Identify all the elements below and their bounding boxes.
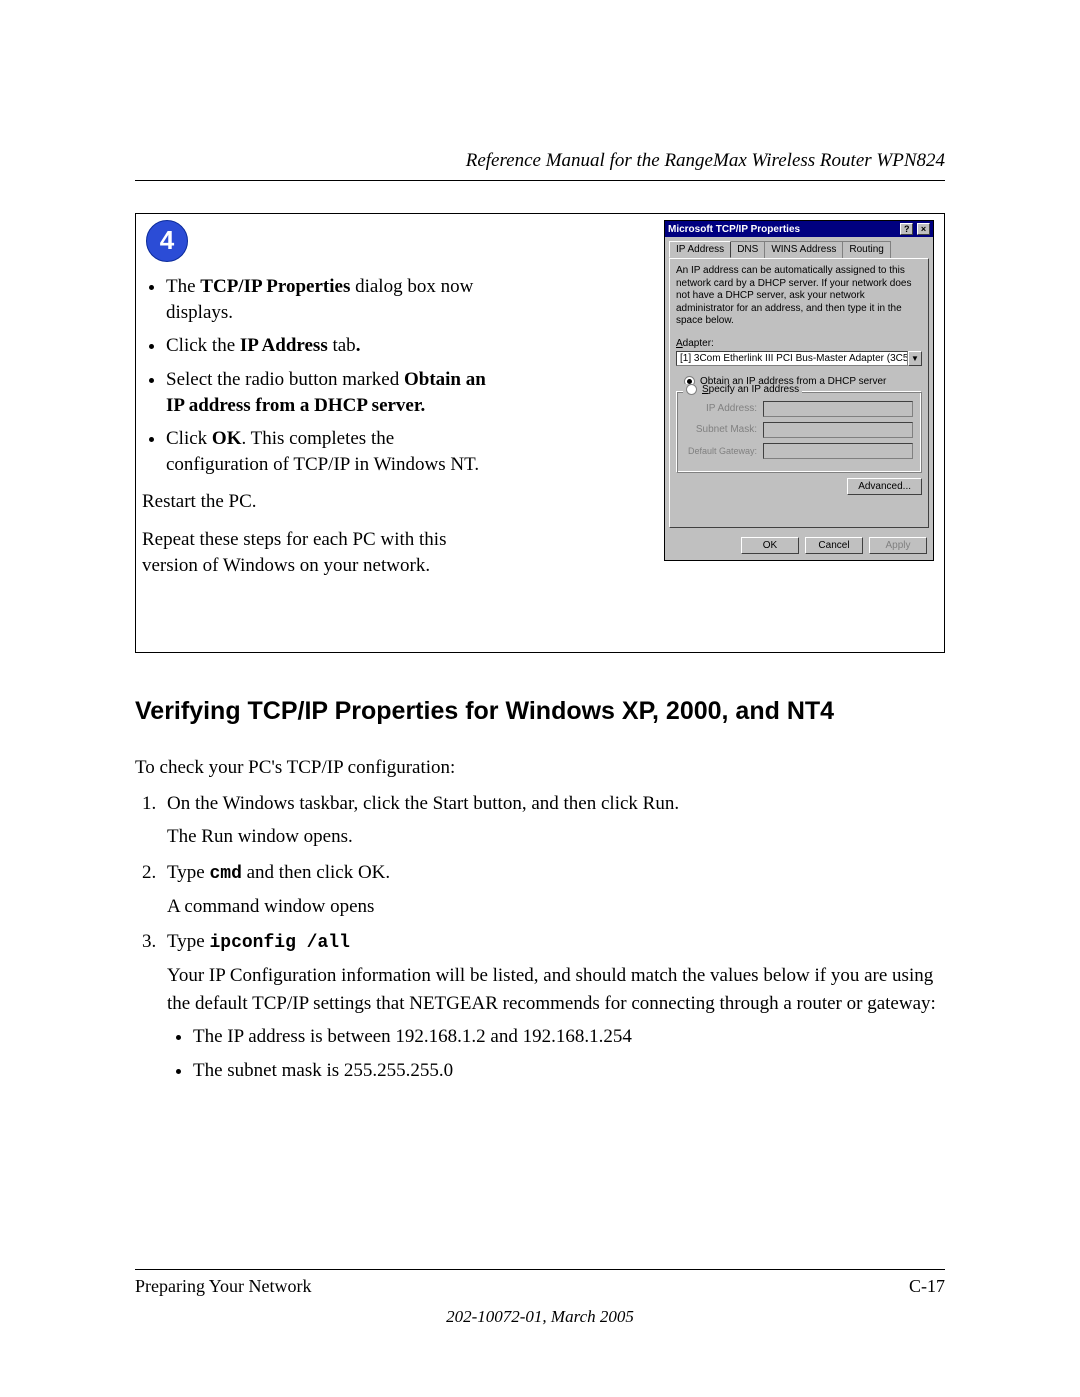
restart-text: Restart the PC. — [142, 489, 496, 515]
section-intro: To check your PC's TCP/IP configuration: — [135, 754, 945, 782]
step-3: Type ipconfig /all Your IP Configuration… — [161, 928, 945, 1084]
adapter-label: Adapter: — [676, 338, 922, 349]
step-number-badge: 4 — [146, 220, 188, 262]
step-2-sub: A command window opens — [167, 893, 945, 921]
subnet-field[interactable] — [763, 422, 913, 438]
help-icon[interactable]: ? — [900, 223, 913, 235]
step-4-box: 4 The TCP/IP Properties dialog box now d… — [135, 213, 945, 653]
ip-address-field[interactable] — [763, 401, 913, 417]
bullet-1: The TCP/IP Properties dialog box now dis… — [166, 274, 496, 325]
dialog-panel: An IP address can be automatically assig… — [669, 258, 929, 528]
dialog-tabs: IP Address DNS WINS Address Routing — [665, 237, 933, 258]
gateway-row: Default Gateway: — [685, 443, 913, 459]
step-4-bullets: The TCP/IP Properties dialog box now dis… — [146, 274, 496, 477]
advanced-button[interactable]: Advanced... — [847, 478, 922, 495]
step-3-bullet-1: The IP address is between 192.168.1.2 an… — [193, 1023, 945, 1051]
radio-dot-icon — [686, 384, 697, 395]
running-header: Reference Manual for the RangeMax Wirele… — [135, 150, 945, 172]
footer-section-name: Preparing Your Network — [135, 1276, 311, 1297]
ip-address-row: IP Address: — [685, 401, 913, 417]
gateway-field[interactable] — [763, 443, 913, 459]
tab-ip-address[interactable]: IP Address — [669, 241, 731, 258]
bullet-3: Select the radio button marked Obtain an… — [166, 367, 496, 418]
adapter-value: [1] 3Com Etherlink III PCI Bus-Master Ad… — [676, 351, 908, 366]
radio-specify-ip[interactable]: Specify an IP address — [683, 384, 802, 395]
section-body: To check your PC's TCP/IP configuration:… — [135, 754, 945, 1085]
subnet-row: Subnet Mask: — [685, 422, 913, 438]
footer-rule — [135, 1269, 945, 1270]
tab-wins[interactable]: WINS Address — [764, 241, 843, 258]
step-1-sub: The Run window opens. — [167, 823, 945, 851]
ok-button[interactable]: OK — [741, 537, 799, 554]
section-heading: Verifying TCP/IP Properties for Windows … — [135, 697, 945, 726]
gateway-label: Default Gateway: — [685, 446, 757, 456]
adapter-dropdown[interactable]: [1] 3Com Etherlink III PCI Bus-Master Ad… — [676, 351, 922, 366]
dialog-buttons: OK Cancel Apply — [665, 532, 933, 560]
advanced-row: Advanced... — [676, 481, 922, 492]
tab-dns[interactable]: DNS — [730, 241, 765, 258]
subnet-label: Subnet Mask: — [685, 424, 757, 435]
dialog-title: Microsoft TCP/IP Properties — [668, 224, 800, 235]
step-3-bullet-2: The subnet mask is 255.255.255.0 — [193, 1057, 945, 1085]
apply-button[interactable]: Apply — [869, 537, 927, 554]
step-3-sub: Your IP Configuration information will b… — [167, 962, 945, 1017]
step-1: On the Windows taskbar, click the Start … — [161, 790, 945, 851]
tab-routing[interactable]: Routing — [842, 241, 890, 258]
footer-docnum: 202-10072-01, March 2005 — [135, 1307, 945, 1327]
specify-ip-group: Specify an IP address IP Address: Subnet… — [676, 391, 922, 473]
chevron-down-icon[interactable]: ▼ — [908, 351, 922, 366]
step-3-bullets: The IP address is between 192.168.1.2 an… — [167, 1023, 945, 1084]
bullet-4: Click OK. This completes the configurati… — [166, 426, 496, 477]
bullet-2: Click the IP Address tab. — [166, 333, 496, 359]
dialog-titlebar: Microsoft TCP/IP Properties ? × — [665, 221, 933, 237]
panel-description: An IP address can be automatically assig… — [676, 265, 922, 328]
steps-list: On the Windows taskbar, click the Start … — [135, 790, 945, 1085]
repeat-text: Repeat these steps for each PC with this… — [142, 527, 496, 578]
tcpip-properties-dialog: Microsoft TCP/IP Properties ? × IP Addre… — [664, 220, 934, 561]
footer-row: Preparing Your Network C-17 — [135, 1276, 945, 1297]
page-footer: Preparing Your Network C-17 202-10072-01… — [135, 1269, 945, 1327]
document-page: Reference Manual for the RangeMax Wirele… — [0, 0, 1080, 1153]
cancel-button[interactable]: Cancel — [805, 537, 863, 554]
step-4-text: 4 The TCP/IP Properties dialog box now d… — [146, 220, 496, 590]
header-rule — [135, 180, 945, 181]
window-controls: ? × — [899, 223, 930, 235]
page-number: C-17 — [909, 1276, 945, 1297]
ip-address-label: IP Address: — [685, 403, 757, 414]
close-icon[interactable]: × — [917, 223, 930, 235]
step-2: Type cmd and then click OK. A command wi… — [161, 859, 945, 921]
